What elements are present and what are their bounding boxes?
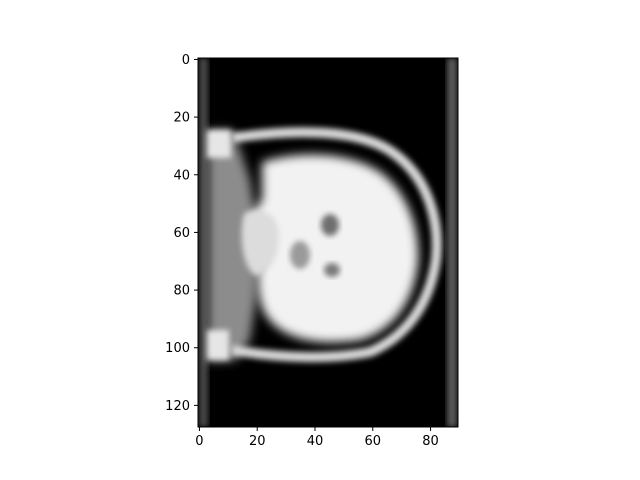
x-tick-label: 20 [249,434,266,449]
y-tick-label: 60 [173,226,190,241]
bright-block-bottom [207,330,229,360]
skull-ring [231,127,442,363]
heatmap-image [198,58,458,427]
dark-pocket-3 [290,241,310,269]
x-axis: 0 20 40 60 80 [195,427,439,449]
y-tick-label: 20 [173,111,190,126]
dark-pocket-1 [321,214,339,236]
left-edge-strip [199,58,208,427]
y-tick-label: 100 [165,341,190,356]
x-tick-label: 80 [422,434,439,449]
y-tick-label: 120 [165,399,190,414]
y-tick-label: 0 [182,53,190,68]
x-tick-label: 40 [307,434,324,449]
brain-tissue [251,154,419,343]
soft-tissue-region [208,130,258,362]
x-tick-label: 0 [195,434,203,449]
y-axis: 0 20 40 60 80 100 120 [165,53,198,414]
y-tick-label: 40 [173,168,190,183]
brain-left-lobe [241,210,279,276]
x-tick-label: 60 [365,434,382,449]
dark-pocket-2 [324,263,340,277]
right-edge-strip [447,58,457,427]
axes-frame [197,57,459,428]
bright-block-top [207,130,231,158]
y-tick-label: 80 [173,284,190,299]
